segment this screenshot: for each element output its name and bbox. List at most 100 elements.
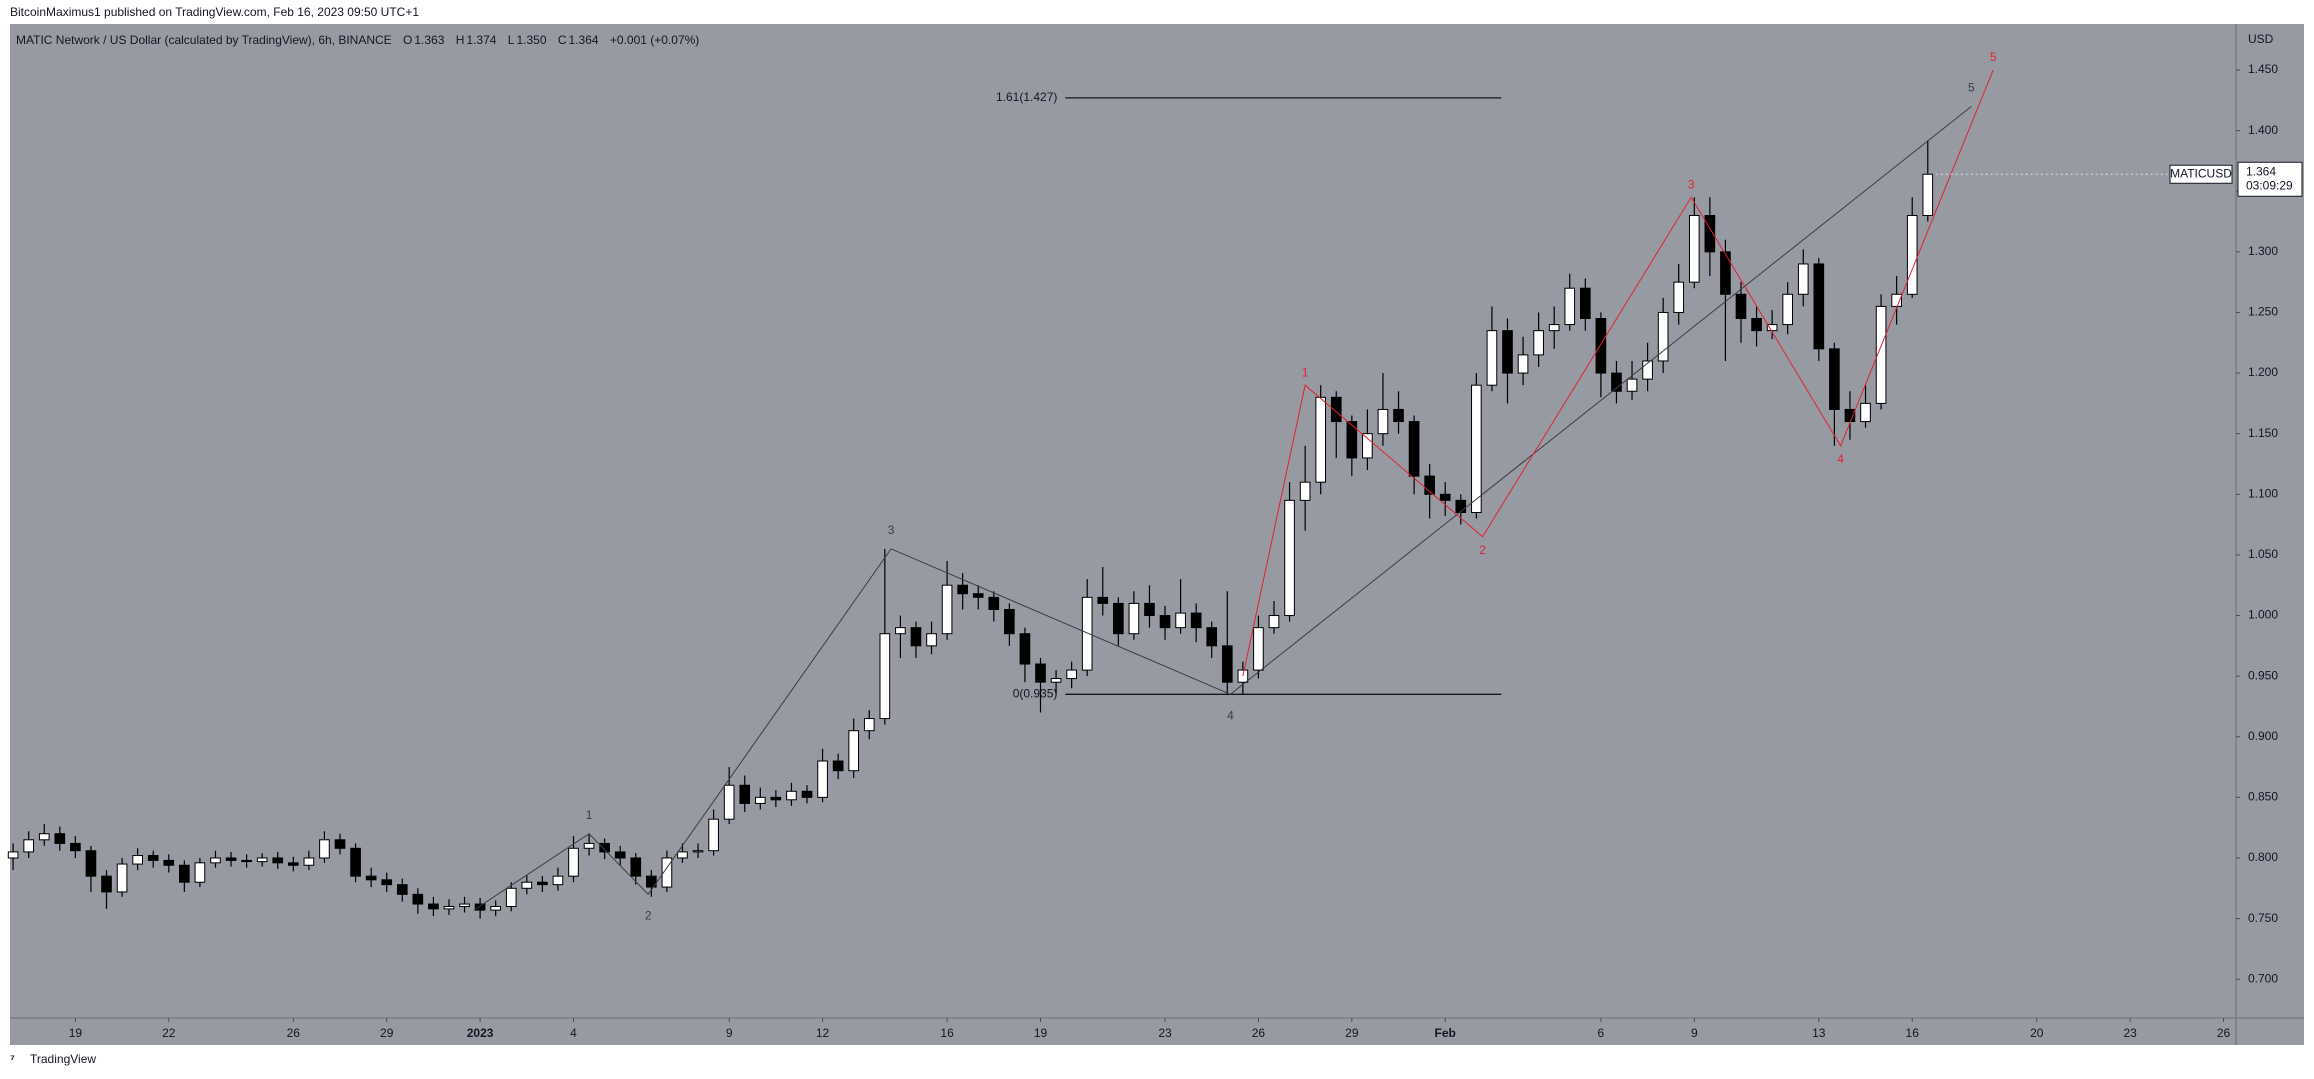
candle-body	[1642, 360, 1653, 380]
candle-body	[1595, 318, 1607, 374]
candle-body	[1548, 324, 1560, 332]
y-tick-label: 1.400	[2248, 123, 2278, 137]
candle-body	[1159, 615, 1171, 629]
candle-body	[1144, 602, 1155, 617]
candle-body	[1471, 384, 1482, 513]
candle-body	[1299, 481, 1311, 501]
candle-body	[941, 584, 953, 635]
candle-body	[272, 857, 284, 864]
candle-body	[910, 627, 922, 647]
candle-body	[583, 842, 595, 849]
candle-body	[1533, 330, 1544, 356]
candle-body	[1268, 615, 1280, 629]
x-tick-label: 26	[2217, 1026, 2231, 1040]
candle-body	[381, 879, 393, 886]
candle-body	[7, 851, 19, 859]
candle-body	[1891, 293, 1902, 307]
candle-body	[1922, 173, 1934, 216]
candle-body	[1657, 311, 1669, 362]
candle-body	[428, 903, 439, 910]
logo: ⁷ TradingView	[10, 1052, 96, 1066]
countdown-label: 03:09:29	[2246, 178, 2293, 192]
x-tick-label: 9	[726, 1026, 733, 1040]
candle-body	[319, 839, 330, 859]
fib-label: 1.61(1.427)	[996, 90, 1057, 104]
candle-body	[70, 842, 81, 852]
candle-body	[1113, 602, 1124, 635]
candle-body	[521, 881, 533, 889]
candle-body	[1782, 293, 1794, 326]
candle-body	[1004, 608, 1015, 635]
candle-body	[1362, 433, 1373, 459]
y-tick-label: 0.950	[2248, 668, 2278, 682]
candle-body	[599, 842, 610, 853]
candle-body	[926, 633, 937, 647]
candle-body	[1502, 330, 1513, 374]
candle-body	[210, 857, 221, 864]
candle-body	[287, 862, 299, 866]
candle-body	[396, 884, 408, 895]
y-tick-label: 1.150	[2248, 426, 2278, 440]
x-tick-label: 13	[1812, 1026, 1826, 1040]
x-tick-label: 26	[287, 1026, 301, 1040]
candle-body	[957, 584, 968, 595]
candle-body	[1097, 596, 1109, 604]
candle-body	[412, 893, 424, 905]
candle-body	[972, 593, 984, 598]
candle-body	[1626, 378, 1638, 392]
candle-body	[1175, 612, 1186, 629]
candle-body	[630, 857, 642, 877]
change: +0.001 (+0.07%)	[610, 33, 699, 47]
candle-body	[101, 875, 112, 893]
candle-body	[537, 881, 548, 886]
candle-body	[723, 784, 735, 820]
candle-body	[801, 790, 813, 798]
candle-body	[1720, 251, 1731, 295]
candle-body	[863, 718, 875, 732]
candle-body	[1704, 214, 1716, 253]
candle-body	[614, 851, 626, 859]
candle-body	[1206, 627, 1218, 647]
wave-label: 3	[1688, 177, 1695, 191]
ohlc-value: 1.350	[516, 33, 546, 47]
candle-body	[770, 796, 782, 801]
candle-body	[1797, 263, 1809, 295]
candle-body	[1688, 214, 1700, 283]
y-tick-label: 1.000	[2248, 608, 2278, 622]
x-tick-label: 12	[816, 1026, 830, 1040]
candle-body	[1564, 287, 1576, 326]
x-tick-label: 26	[1252, 1026, 1266, 1040]
candle-body	[895, 627, 906, 635]
x-tick-label: 9	[1691, 1026, 1698, 1040]
candle-body	[692, 850, 704, 853]
candle-body	[459, 903, 470, 907]
wave-line	[473, 105, 1972, 911]
y-tick-label: 1.050	[2248, 547, 2278, 561]
candle-body	[505, 887, 517, 907]
candle-body	[786, 790, 797, 801]
candle-body	[988, 596, 1000, 610]
candle-body	[1190, 612, 1202, 629]
symbol-tag-label: MATICUSD	[2170, 166, 2232, 180]
candle-body	[132, 855, 143, 865]
ohlc-value: 1.364	[569, 33, 599, 47]
candle-body	[1128, 602, 1140, 635]
y-tick-label: 0.750	[2248, 911, 2278, 925]
wave-label: 4	[1227, 708, 1234, 722]
y-tick-label: 1.100	[2248, 486, 2278, 500]
wave-label: 1	[1302, 365, 1309, 379]
candle-body	[1735, 293, 1747, 320]
candle-body	[225, 857, 237, 861]
candle-body	[303, 857, 315, 866]
candle-body	[1906, 214, 1918, 295]
candle-body	[256, 857, 268, 863]
wave-label: 1	[586, 808, 593, 822]
logo-text: TradingView	[30, 1052, 96, 1066]
x-tick-label: 23	[2123, 1026, 2137, 1040]
x-tick-label: 2023	[467, 1026, 494, 1040]
candle-body	[474, 903, 486, 911]
symbol-title: MATIC Network / US Dollar (calculated by…	[16, 33, 392, 47]
candle-body	[1751, 318, 1762, 332]
